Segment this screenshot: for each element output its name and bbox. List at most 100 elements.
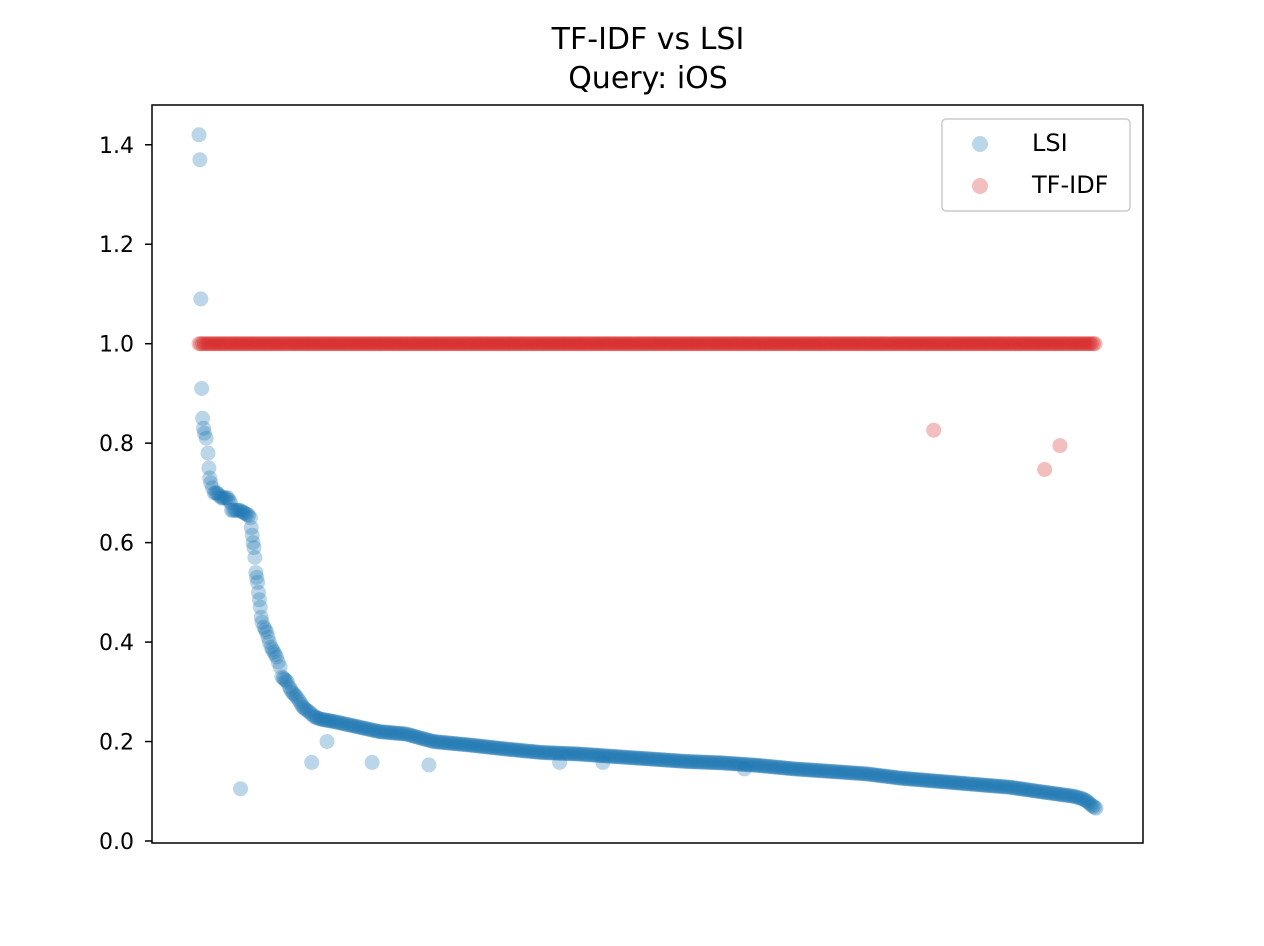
- tfidf-point: [474, 336, 490, 352]
- tfidf-point: [941, 336, 957, 352]
- lsi-point: [211, 487, 226, 502]
- lsi-point: [883, 769, 899, 785]
- tfidf-point: [784, 336, 800, 352]
- tfidf-point: [860, 336, 876, 352]
- lsi-point: [1066, 788, 1081, 804]
- tfidf-point: [557, 336, 573, 352]
- lsi-point: [346, 718, 362, 734]
- tfidf-point: [926, 422, 942, 438]
- lsi-point: [198, 430, 214, 446]
- tfidf-point: [348, 336, 364, 352]
- legend-marker-lsi: [972, 136, 988, 152]
- lsi-point: [328, 714, 344, 730]
- lsi-point: [609, 749, 625, 765]
- lsi-point: [366, 722, 382, 738]
- lsi-point: [242, 510, 258, 526]
- tfidf-point: [615, 336, 631, 352]
- lsi-point: [992, 778, 1007, 794]
- tfidf-point: [871, 336, 887, 352]
- lsi-point: [721, 755, 737, 771]
- tfidf-point: [591, 336, 607, 352]
- tfidf-point: [932, 336, 948, 352]
- legend: LSI TF-IDF: [941, 118, 1131, 212]
- lsi-point: [1087, 799, 1102, 815]
- tfidf-point: [1024, 336, 1040, 352]
- tfidf-point: [921, 336, 937, 352]
- tfidf-point: [195, 336, 211, 352]
- tfidf-point: [678, 336, 694, 352]
- lsi-point: [227, 502, 243, 518]
- tfidf-point: [667, 336, 683, 352]
- lsi-point: [782, 761, 798, 776]
- tfidf-point: [196, 336, 212, 352]
- lsi-point: [202, 470, 218, 486]
- tfidf-point: [846, 336, 861, 352]
- lsi-point: [379, 724, 394, 740]
- tfidf-point: [786, 336, 802, 352]
- tfidf-point: [355, 336, 371, 352]
- lsi-point: [577, 747, 593, 762]
- lsi-point: [831, 764, 847, 780]
- tfidf-point: [231, 336, 247, 352]
- lsi-point: [270, 654, 286, 670]
- tfidf-point: [458, 336, 474, 352]
- lsi-point: [860, 766, 876, 782]
- tfidf-point: [393, 336, 409, 352]
- lsi-point: [357, 720, 373, 736]
- chart-title: TF-IDF vs LSI Query: iOS: [551, 22, 745, 96]
- lsi-point: [692, 754, 708, 770]
- lsi-point: [822, 763, 838, 779]
- tfidf-point: [730, 336, 746, 352]
- tfidf-point: [624, 336, 640, 352]
- tfidf-point: [793, 336, 809, 352]
- tfidf-point: [425, 336, 441, 352]
- lsi-point: [404, 728, 420, 744]
- lsi-point: [382, 725, 398, 741]
- tfidf-point: [651, 336, 667, 352]
- tfidf-point: [1051, 336, 1067, 352]
- tfidf-point: [1062, 336, 1078, 352]
- tfidf-point: [694, 336, 710, 352]
- tfidf-point: [274, 336, 290, 352]
- tfidf-point: [965, 336, 980, 352]
- lsi-point: [986, 778, 1002, 794]
- tfidf-point: [198, 336, 214, 352]
- lsi-point: [341, 717, 357, 733]
- lsi-point: [921, 773, 937, 789]
- tfidf-point: [674, 336, 690, 352]
- tfidf-point: [613, 336, 629, 352]
- tfidf-point: [1029, 336, 1045, 352]
- lsi-point: [950, 775, 966, 791]
- lsi-point: [912, 772, 928, 788]
- lsi-point: [575, 746, 591, 762]
- lsi-point: [894, 770, 910, 786]
- lsi-point: [618, 749, 634, 765]
- tfidf-point: [306, 336, 322, 352]
- lsi-point: [588, 747, 604, 763]
- tfidf-point: [808, 336, 824, 352]
- lsi-point: [932, 774, 948, 789]
- y-tick-label: 0.0: [99, 830, 134, 855]
- tfidf-point: [835, 336, 851, 352]
- lsi-point: [221, 492, 237, 508]
- tfidf-point: [263, 336, 279, 352]
- tfidf-point: [842, 336, 858, 352]
- tfidf-point: [600, 336, 616, 352]
- lsi-point: [892, 770, 908, 786]
- lsi-point: [400, 727, 416, 743]
- tfidf-point: [790, 336, 806, 352]
- tfidf-point: [481, 336, 497, 352]
- lsi-point: [622, 750, 638, 766]
- tfidf-point: [505, 336, 521, 352]
- tfidf-point: [709, 336, 724, 352]
- lsi-point: [649, 751, 665, 767]
- tfidf-point: [209, 336, 225, 352]
- tfidf-point: [525, 336, 541, 352]
- tfidf-point: [885, 336, 901, 352]
- lsi-point: [750, 757, 766, 773]
- tfidf-point: [986, 336, 1002, 352]
- tfidf-point: [548, 336, 564, 352]
- tfidf-point: [570, 336, 586, 352]
- tfidf-point: [602, 336, 618, 352]
- lsi-point: [537, 745, 553, 761]
